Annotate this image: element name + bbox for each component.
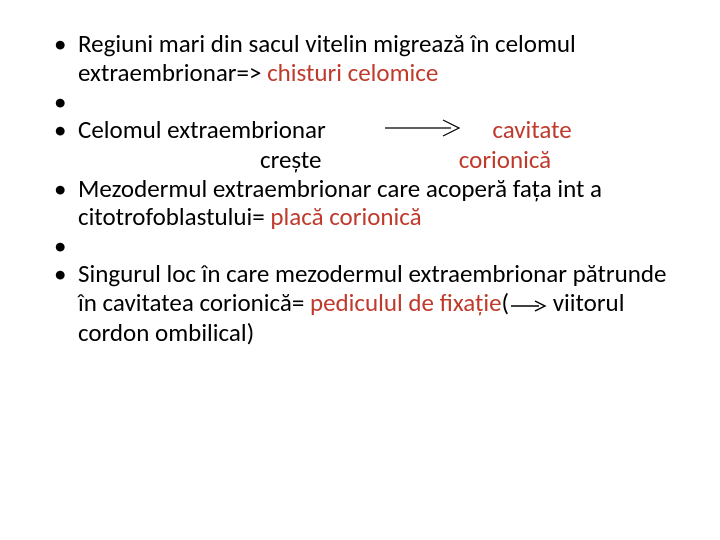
highlight-text: corionică <box>459 146 551 175</box>
bullet-item: Celomul extraembrionar cavitate crește c… <box>50 116 680 175</box>
highlight-text: pediculul de fixație <box>310 287 502 318</box>
bullet-item: Singurul loc în care mezodermul extraemb… <box>50 260 680 348</box>
text-run: Celomul extraembrionar <box>78 116 326 145</box>
text-run: crește <box>260 146 321 175</box>
spacer <box>50 88 680 116</box>
bullet-item: Mezodermul extraembrionar care acoperă f… <box>50 175 680 233</box>
text-run: ( <box>502 287 510 318</box>
bullet-item: Regiuni mari din sacul vitelin migrează … <box>50 30 680 88</box>
row: crește corionică <box>78 146 680 175</box>
spacer <box>50 232 680 260</box>
arrow-right-icon <box>383 117 463 146</box>
row: Celomul extraembrionar cavitate <box>78 116 680 146</box>
highlight-text: chisturi celomice <box>267 57 438 88</box>
slide: Regiuni mari din sacul vitelin migrează … <box>0 0 720 540</box>
bullet-list: Regiuni mari din sacul vitelin migrează … <box>50 30 680 348</box>
highlight-text: cavitate <box>492 116 571 145</box>
arrow-right-icon <box>509 291 547 320</box>
highlight-text: placă corionică <box>270 201 421 232</box>
